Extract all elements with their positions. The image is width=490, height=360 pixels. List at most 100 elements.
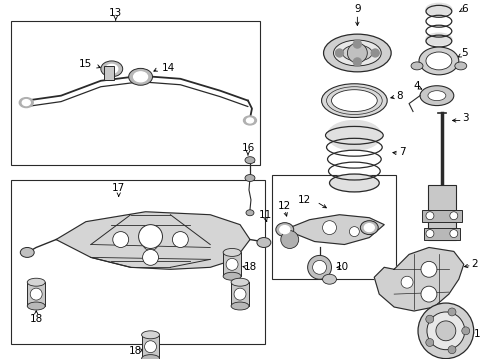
Ellipse shape — [360, 221, 378, 235]
Ellipse shape — [246, 210, 254, 216]
Text: 9: 9 — [354, 4, 361, 14]
Text: 2: 2 — [471, 259, 478, 269]
Bar — [104, 66, 114, 80]
Circle shape — [308, 255, 332, 279]
Ellipse shape — [257, 238, 271, 247]
Text: 6: 6 — [462, 4, 468, 14]
Circle shape — [436, 321, 456, 341]
Text: 13: 13 — [109, 8, 122, 18]
Ellipse shape — [455, 62, 467, 70]
Circle shape — [450, 212, 458, 220]
Circle shape — [426, 338, 434, 346]
Ellipse shape — [334, 40, 381, 66]
Bar — [231, 282, 249, 306]
Ellipse shape — [142, 331, 159, 339]
Text: 12: 12 — [298, 195, 311, 205]
Circle shape — [113, 231, 129, 247]
Text: 10: 10 — [336, 262, 349, 272]
Text: 7: 7 — [399, 147, 405, 157]
Ellipse shape — [365, 224, 374, 231]
Circle shape — [450, 230, 458, 238]
Ellipse shape — [244, 116, 256, 125]
Circle shape — [427, 312, 465, 350]
Ellipse shape — [20, 247, 34, 257]
Ellipse shape — [245, 157, 255, 164]
Ellipse shape — [223, 272, 241, 280]
Bar — [422, 210, 462, 222]
Text: 18: 18 — [129, 346, 142, 356]
Text: 18: 18 — [244, 262, 257, 272]
Circle shape — [226, 258, 238, 270]
Circle shape — [426, 230, 434, 238]
Polygon shape — [56, 212, 250, 269]
Ellipse shape — [329, 174, 379, 192]
Ellipse shape — [411, 62, 423, 70]
Bar — [142, 335, 159, 359]
Polygon shape — [374, 247, 464, 311]
Ellipse shape — [27, 278, 45, 286]
Ellipse shape — [106, 64, 118, 73]
Text: 3: 3 — [463, 113, 469, 123]
Ellipse shape — [245, 175, 255, 181]
Ellipse shape — [276, 223, 294, 237]
Circle shape — [371, 49, 379, 57]
Polygon shape — [285, 215, 384, 244]
Circle shape — [145, 341, 156, 353]
Circle shape — [448, 346, 456, 354]
Ellipse shape — [231, 278, 249, 286]
Bar — [424, 228, 460, 239]
Ellipse shape — [323, 34, 391, 72]
Ellipse shape — [142, 355, 159, 360]
Ellipse shape — [246, 118, 253, 123]
Circle shape — [462, 327, 470, 335]
Bar — [11, 21, 260, 165]
Ellipse shape — [322, 274, 337, 284]
Circle shape — [347, 43, 368, 63]
Ellipse shape — [223, 248, 241, 256]
Circle shape — [448, 308, 456, 316]
Text: 11: 11 — [259, 210, 272, 220]
Circle shape — [336, 49, 343, 57]
Circle shape — [172, 231, 188, 247]
Circle shape — [143, 249, 158, 265]
Circle shape — [418, 303, 474, 359]
Ellipse shape — [332, 90, 377, 112]
Circle shape — [349, 227, 359, 237]
Bar — [428, 185, 456, 239]
Text: 14: 14 — [162, 63, 175, 73]
Ellipse shape — [101, 61, 122, 77]
Text: 1: 1 — [473, 329, 480, 339]
Ellipse shape — [426, 33, 452, 45]
Circle shape — [139, 225, 163, 248]
Ellipse shape — [231, 302, 249, 310]
Circle shape — [426, 315, 434, 323]
Ellipse shape — [27, 302, 45, 310]
Text: 16: 16 — [242, 143, 255, 153]
Circle shape — [313, 260, 326, 274]
Bar — [27, 282, 45, 306]
Ellipse shape — [134, 72, 147, 82]
Circle shape — [30, 288, 42, 300]
Text: 15: 15 — [79, 59, 93, 69]
Ellipse shape — [19, 98, 33, 108]
Circle shape — [353, 40, 361, 48]
Ellipse shape — [419, 47, 459, 75]
Text: 8: 8 — [396, 91, 402, 101]
Ellipse shape — [428, 91, 446, 100]
Ellipse shape — [420, 86, 454, 105]
Text: 12: 12 — [278, 201, 292, 211]
Ellipse shape — [426, 52, 452, 70]
Ellipse shape — [426, 3, 452, 15]
Circle shape — [426, 212, 434, 220]
Circle shape — [421, 286, 437, 302]
Ellipse shape — [321, 84, 387, 117]
Text: 18: 18 — [29, 314, 43, 324]
Text: 17: 17 — [112, 183, 125, 193]
Circle shape — [353, 58, 361, 66]
Circle shape — [234, 288, 246, 300]
Circle shape — [281, 231, 299, 248]
Bar — [272, 175, 396, 279]
Bar — [223, 252, 241, 276]
Ellipse shape — [327, 121, 381, 150]
Circle shape — [421, 261, 437, 277]
